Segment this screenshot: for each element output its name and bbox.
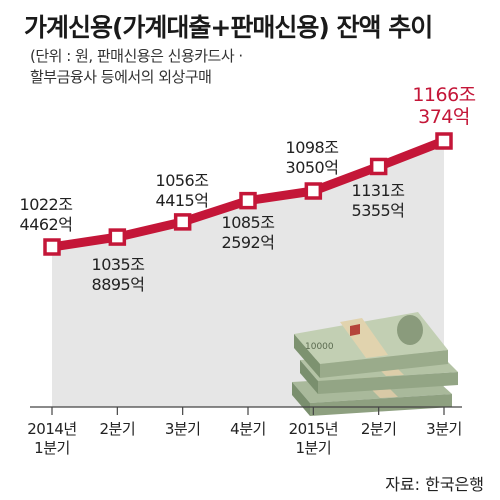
data-label: 2592억 bbox=[222, 233, 275, 252]
data-label: 1056조 bbox=[156, 171, 209, 190]
chart-subtitle: (단위 : 원, 판매신용은 신용카드사 · 할부금융사 등에서의 외상구매 bbox=[30, 46, 330, 88]
data-label: 1085조 bbox=[222, 213, 275, 232]
data-point bbox=[108, 228, 127, 246]
x-tick-label: 1분기 bbox=[34, 439, 70, 457]
data-label: 1166조 bbox=[412, 84, 475, 106]
chart-title: 가계신용(가계대출+판매신용) 잔액 추이 bbox=[24, 13, 433, 42]
data-point bbox=[435, 132, 453, 150]
x-tick-label: 3분기 bbox=[165, 420, 201, 438]
data-label: 4462억 bbox=[20, 215, 73, 234]
data-point bbox=[43, 238, 61, 256]
subtitle-line-1: (단위 : 원, 판매신용은 신용카드사 · bbox=[30, 47, 243, 65]
data-label: 1035조 bbox=[92, 255, 145, 274]
source-note: 자료: 한국은행 bbox=[385, 475, 484, 494]
data-point bbox=[173, 213, 192, 231]
svg-text:10000: 10000 bbox=[305, 342, 334, 352]
data-label: 4415억 bbox=[156, 191, 209, 210]
x-tick-label: 1분기 bbox=[296, 439, 332, 457]
data-point bbox=[369, 157, 388, 176]
data-label: 374억 bbox=[418, 106, 470, 128]
data-label: 1131조 bbox=[352, 181, 405, 200]
data-label: 3050억 bbox=[286, 158, 339, 177]
x-tick-label: 3분기 bbox=[426, 420, 462, 438]
subtitle-line-2: 할부금융사 등에서의 외상구매 bbox=[30, 68, 212, 86]
money-stack-illustration: 10000 bbox=[292, 312, 458, 416]
data-label: 1022조 bbox=[20, 195, 73, 214]
x-tick-label: 2분기 bbox=[361, 420, 397, 438]
data-point bbox=[239, 191, 257, 210]
x-tick-label: 2014년 bbox=[27, 420, 76, 438]
data-label: 8895억 bbox=[92, 275, 145, 294]
x-tick-label: 2분기 bbox=[100, 420, 136, 438]
data-point bbox=[304, 182, 323, 200]
data-label: 5355억 bbox=[352, 201, 405, 220]
data-label: 1098조 bbox=[286, 138, 339, 157]
x-tick-label: 4분기 bbox=[230, 420, 266, 438]
x-tick-label: 2015년 bbox=[289, 420, 338, 438]
